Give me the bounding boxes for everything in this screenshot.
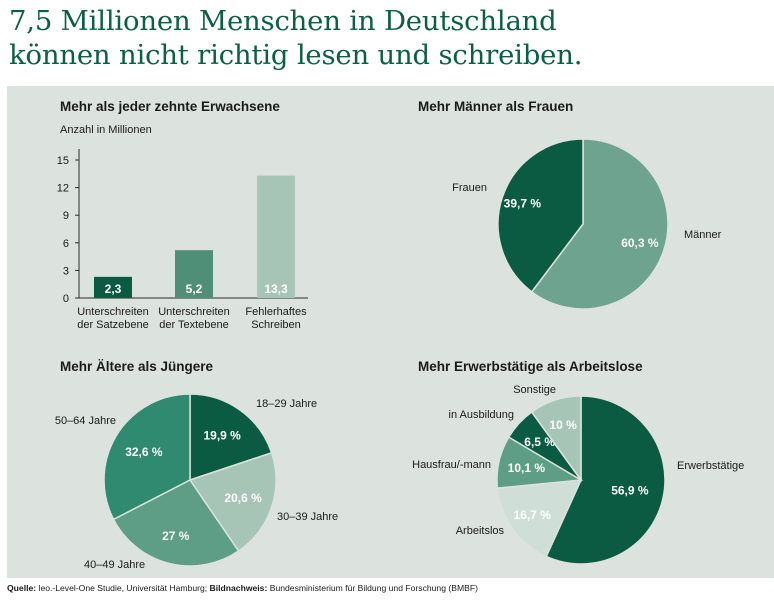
pie-age-value-label: 27 %	[162, 529, 190, 543]
bar-chart-y-tick-label: 9	[63, 210, 69, 222]
pie-employment-slice	[530, 395, 582, 483]
bar-category-label: der Textebene	[159, 319, 229, 331]
pie-age-category-label: 30–39 Jahre	[277, 511, 338, 523]
pie-age-value-label: 19,9 %	[203, 428, 241, 442]
bar-category-label: Fehlerhaftes	[245, 306, 307, 318]
pie-employment-value-label: 16,7 %	[514, 508, 552, 522]
bar-category-label: Schreiben	[251, 319, 301, 331]
pie-employment-value-label: 10,1 %	[508, 461, 546, 475]
bar-chart-y-tick-label: 0	[63, 293, 69, 305]
pie-gender-slice	[530, 138, 669, 310]
pie-employment-category-label: in Ausbildung	[449, 409, 514, 421]
pie-employment-title: Mehr Erwerbstätige als Arbeitslose	[418, 359, 643, 374]
bar-value-label: 13,3	[264, 282, 288, 296]
headline: 7,5 Millionen Menschen in Deutschland kö…	[9, 4, 769, 72]
pie-employment-slice	[545, 395, 666, 565]
pie-employment-category-label: Erwerbstätige	[677, 460, 744, 472]
image-credit-text: Bundesministerium für Bildung und Forsch…	[269, 583, 478, 593]
pie-gender-category-label: Frauen	[452, 182, 487, 194]
bar-value-label: 2,3	[105, 282, 122, 296]
pie-age-category-label: 18–29 Jahre	[256, 398, 317, 410]
bar-chart-y-tick-label: 6	[63, 238, 69, 250]
source-label: Quelle:	[7, 583, 37, 593]
headline-line-2: können nicht richtig lesen und schreiben…	[9, 39, 583, 71]
pie-employment-category-label: Arbeitslos	[456, 525, 505, 537]
headline-line-1: 7,5 Millionen Menschen in Deutschland	[9, 5, 557, 37]
pie-age-slice	[112, 479, 240, 567]
source-text: leo.-Level-One Studie, Universität Hambu…	[38, 583, 208, 593]
bar	[175, 250, 213, 298]
pie-employment-category-label: Hausfrau/-mann	[412, 459, 491, 471]
pie-employment-category-label: Sonstige	[513, 384, 556, 396]
pie-gender-title: Mehr Männer als Frauen	[418, 99, 573, 114]
pie-employment-value-label: 10 %	[549, 418, 577, 432]
pie-age-title: Mehr Ältere als Jüngere	[60, 359, 214, 374]
bar	[257, 175, 295, 298]
pie-age-value-label: 20,6 %	[224, 491, 262, 505]
bar-chart-title: Mehr als jeder zehnte Erwachsene	[60, 99, 280, 114]
bar-chart-y-tick-label: 15	[57, 155, 69, 167]
pie-gender-value-label: 60,3 %	[621, 236, 659, 250]
bar	[94, 276, 132, 298]
bar-chart-y-tick-label: 3	[63, 265, 69, 277]
bar-category-label: der Satzebene	[77, 319, 149, 331]
bar-category-label: Unterschreiten	[77, 306, 149, 318]
pie-gender-category-label: Männer	[684, 229, 722, 241]
pie-age-slice	[189, 393, 273, 482]
pie-age-slice	[103, 393, 191, 521]
pie-age-category-label: 40–49 Jahre	[84, 559, 145, 571]
pie-gender-value-label: 39,7 %	[504, 197, 542, 211]
pie-employment-value-label: 6,5 %	[524, 435, 555, 449]
charts-panel: Mehr als jeder zehnte Erwachsene Anzahl i…	[7, 86, 774, 578]
bar-value-label: 5,2	[186, 282, 203, 296]
source-note: Quelle: leo.-Level-One Studie, Universit…	[7, 583, 478, 593]
bar-chart-ylabel: Anzahl in Millionen	[60, 124, 152, 136]
pie-gender-slice	[497, 138, 584, 293]
charts-canvas: Mehr als jeder zehnte Erwachsene Anzahl i…	[55, 99, 744, 571]
bar-chart-y-tick-label: 12	[57, 183, 69, 195]
image-credit-label: Bildnachweis:	[209, 583, 268, 593]
pie-age-value-label: 32,6 %	[125, 445, 163, 459]
pie-employment-value-label: 56,9 %	[611, 484, 649, 498]
bar-category-label: Unterschreiten	[158, 306, 230, 318]
pie-age-slice	[188, 451, 277, 553]
pie-age-category-label: 50–64 Jahre	[55, 415, 116, 427]
pie-employment-slice	[496, 479, 583, 558]
